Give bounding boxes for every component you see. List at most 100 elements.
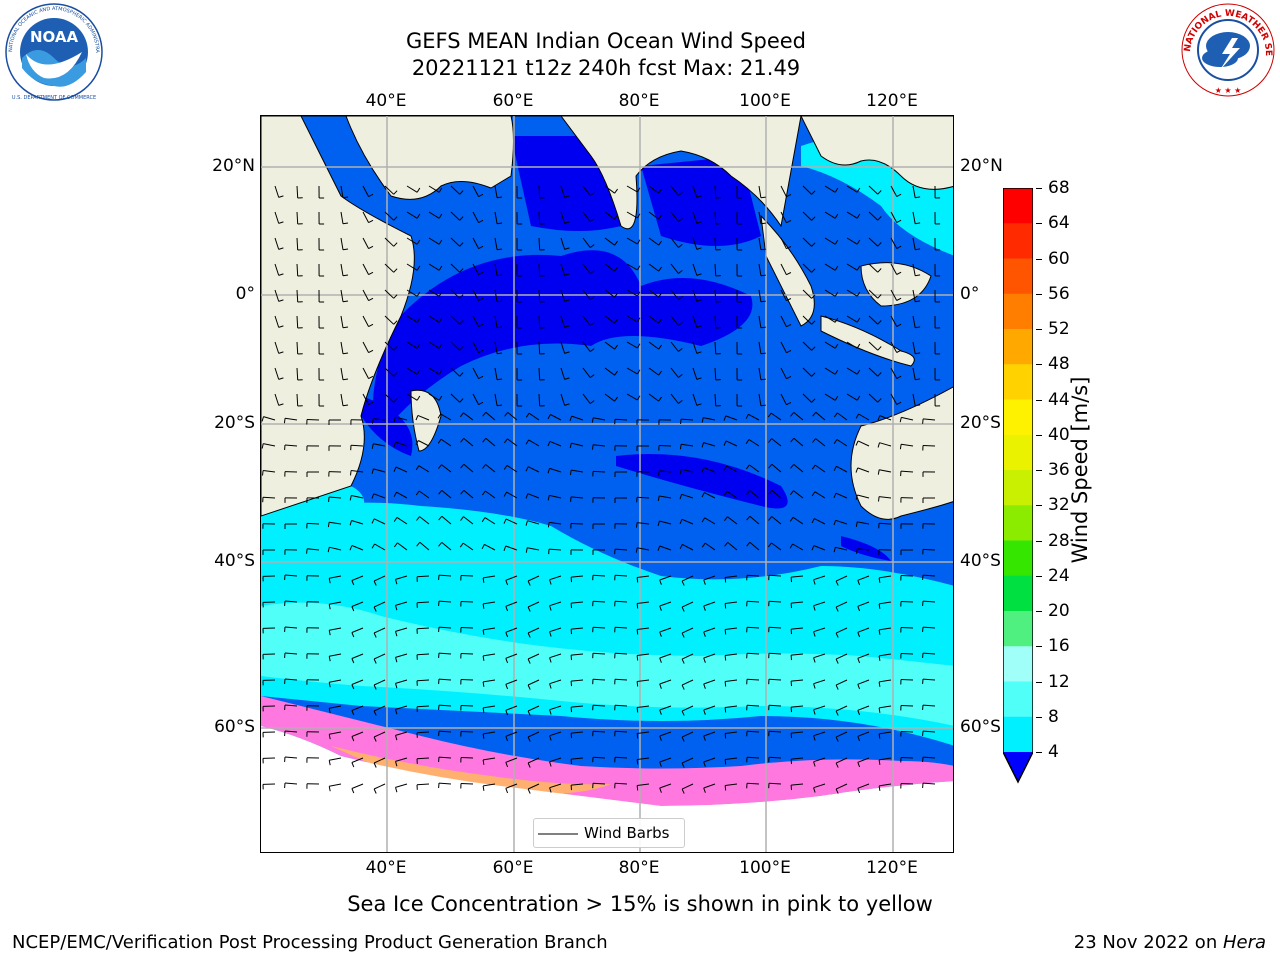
wind-barb (703, 653, 716, 663)
wind-barb (505, 601, 518, 612)
wind-barb (811, 545, 826, 551)
wind-barb (703, 679, 716, 689)
wind-barb (701, 492, 716, 499)
wind-barb (261, 416, 276, 422)
wind-barb (505, 705, 518, 716)
wind-barb (262, 757, 276, 764)
wind-barb (406, 341, 421, 349)
wind-barb (659, 757, 672, 767)
wind-barb (505, 575, 518, 586)
wind-barb (438, 515, 452, 525)
wind-barb (560, 315, 570, 328)
wind-barb (890, 367, 902, 379)
wind-barb (472, 289, 484, 302)
wind-barb (340, 315, 349, 329)
wind-barb (538, 289, 545, 303)
wind-barb (626, 367, 641, 375)
wind-barb (296, 211, 303, 225)
wind-barb (262, 470, 276, 476)
wind-barb (362, 185, 374, 198)
wind-barb (790, 490, 804, 499)
wind-barb (406, 237, 421, 245)
colorbar-tick-mark (1036, 293, 1042, 295)
wind-barb (482, 731, 496, 739)
wind-barb (549, 627, 562, 637)
wind-barb (679, 443, 694, 450)
wind-barb (306, 601, 320, 607)
wind-barb (746, 704, 760, 711)
wind-barb (703, 627, 716, 637)
wind-barb (670, 393, 683, 404)
wind-barb (899, 416, 914, 423)
lon-tick-top-60e: 60°E (492, 91, 534, 111)
wind-barb (582, 211, 595, 222)
wind-barb (746, 652, 760, 659)
wind-barb (681, 679, 694, 690)
colorbar-tick-mark (1036, 258, 1042, 260)
wind-barb (395, 679, 408, 689)
wind-barb (758, 315, 766, 329)
wind-barb (306, 783, 320, 789)
wind-barb (868, 237, 882, 247)
wind-barb (614, 548, 628, 555)
wind-barb (494, 367, 503, 381)
wind-barb (824, 367, 839, 375)
wind-barb (812, 411, 826, 421)
wind-barb (833, 546, 848, 553)
colorbar-tick-label: 16 (1048, 636, 1070, 657)
wind-barb (516, 263, 523, 277)
wind-barb (262, 523, 276, 529)
wind-barb (482, 705, 496, 713)
wind-barb (846, 211, 861, 219)
wind-barb (351, 627, 364, 638)
wind-barb (681, 783, 694, 794)
wind-barb (900, 783, 914, 789)
colorbar-tick-label: 48 (1048, 354, 1070, 375)
wind-barb (318, 263, 325, 277)
wind-barb (450, 315, 464, 325)
wind-barb (527, 731, 540, 742)
wind-barb (362, 315, 374, 328)
wind-barb (570, 601, 584, 609)
wind-barb (900, 549, 913, 555)
wind-barb (813, 731, 826, 741)
wind-barb (373, 679, 386, 690)
wind-barb (635, 547, 650, 553)
wind-barb (351, 653, 364, 664)
wind-barb (527, 601, 540, 612)
wind-barb (415, 465, 430, 473)
wind-barb (570, 627, 584, 635)
colorbar-tick-mark (1036, 399, 1042, 401)
wind-barb (657, 520, 672, 527)
wind-barb (878, 496, 892, 502)
wind-barb (767, 412, 782, 421)
colorbar-ticks: 68 64 60 56 52 48 44 40 36 32 28 24 20 16 12 8 4 (1036, 178, 1096, 770)
wind-barb (724, 783, 738, 791)
wind-barb (878, 757, 892, 765)
wind-barb (494, 289, 503, 303)
wind-barb (592, 626, 606, 633)
wind-barb (459, 412, 474, 421)
wind-barb (582, 289, 595, 301)
wind-barb (306, 731, 320, 737)
wind-barb (274, 237, 284, 250)
wind-barb (659, 575, 672, 585)
wind-barb (351, 783, 364, 794)
wind-barb (922, 548, 936, 555)
wind-barb (703, 783, 716, 793)
wind-barb (393, 491, 408, 499)
wind-barb (679, 543, 694, 551)
wind-barb (681, 627, 694, 638)
wind-barb (636, 445, 649, 451)
wind-barb (636, 627, 650, 635)
wind-barb (503, 491, 518, 499)
wind-barb (549, 757, 562, 767)
wind-barb (899, 443, 914, 450)
wind-barb (549, 679, 562, 689)
wind-barb (604, 263, 619, 272)
wind-barb (569, 442, 584, 449)
wind-barb (681, 575, 694, 586)
wind-barb (274, 367, 284, 380)
wind-barb (306, 548, 320, 554)
wind-barb (428, 185, 443, 193)
